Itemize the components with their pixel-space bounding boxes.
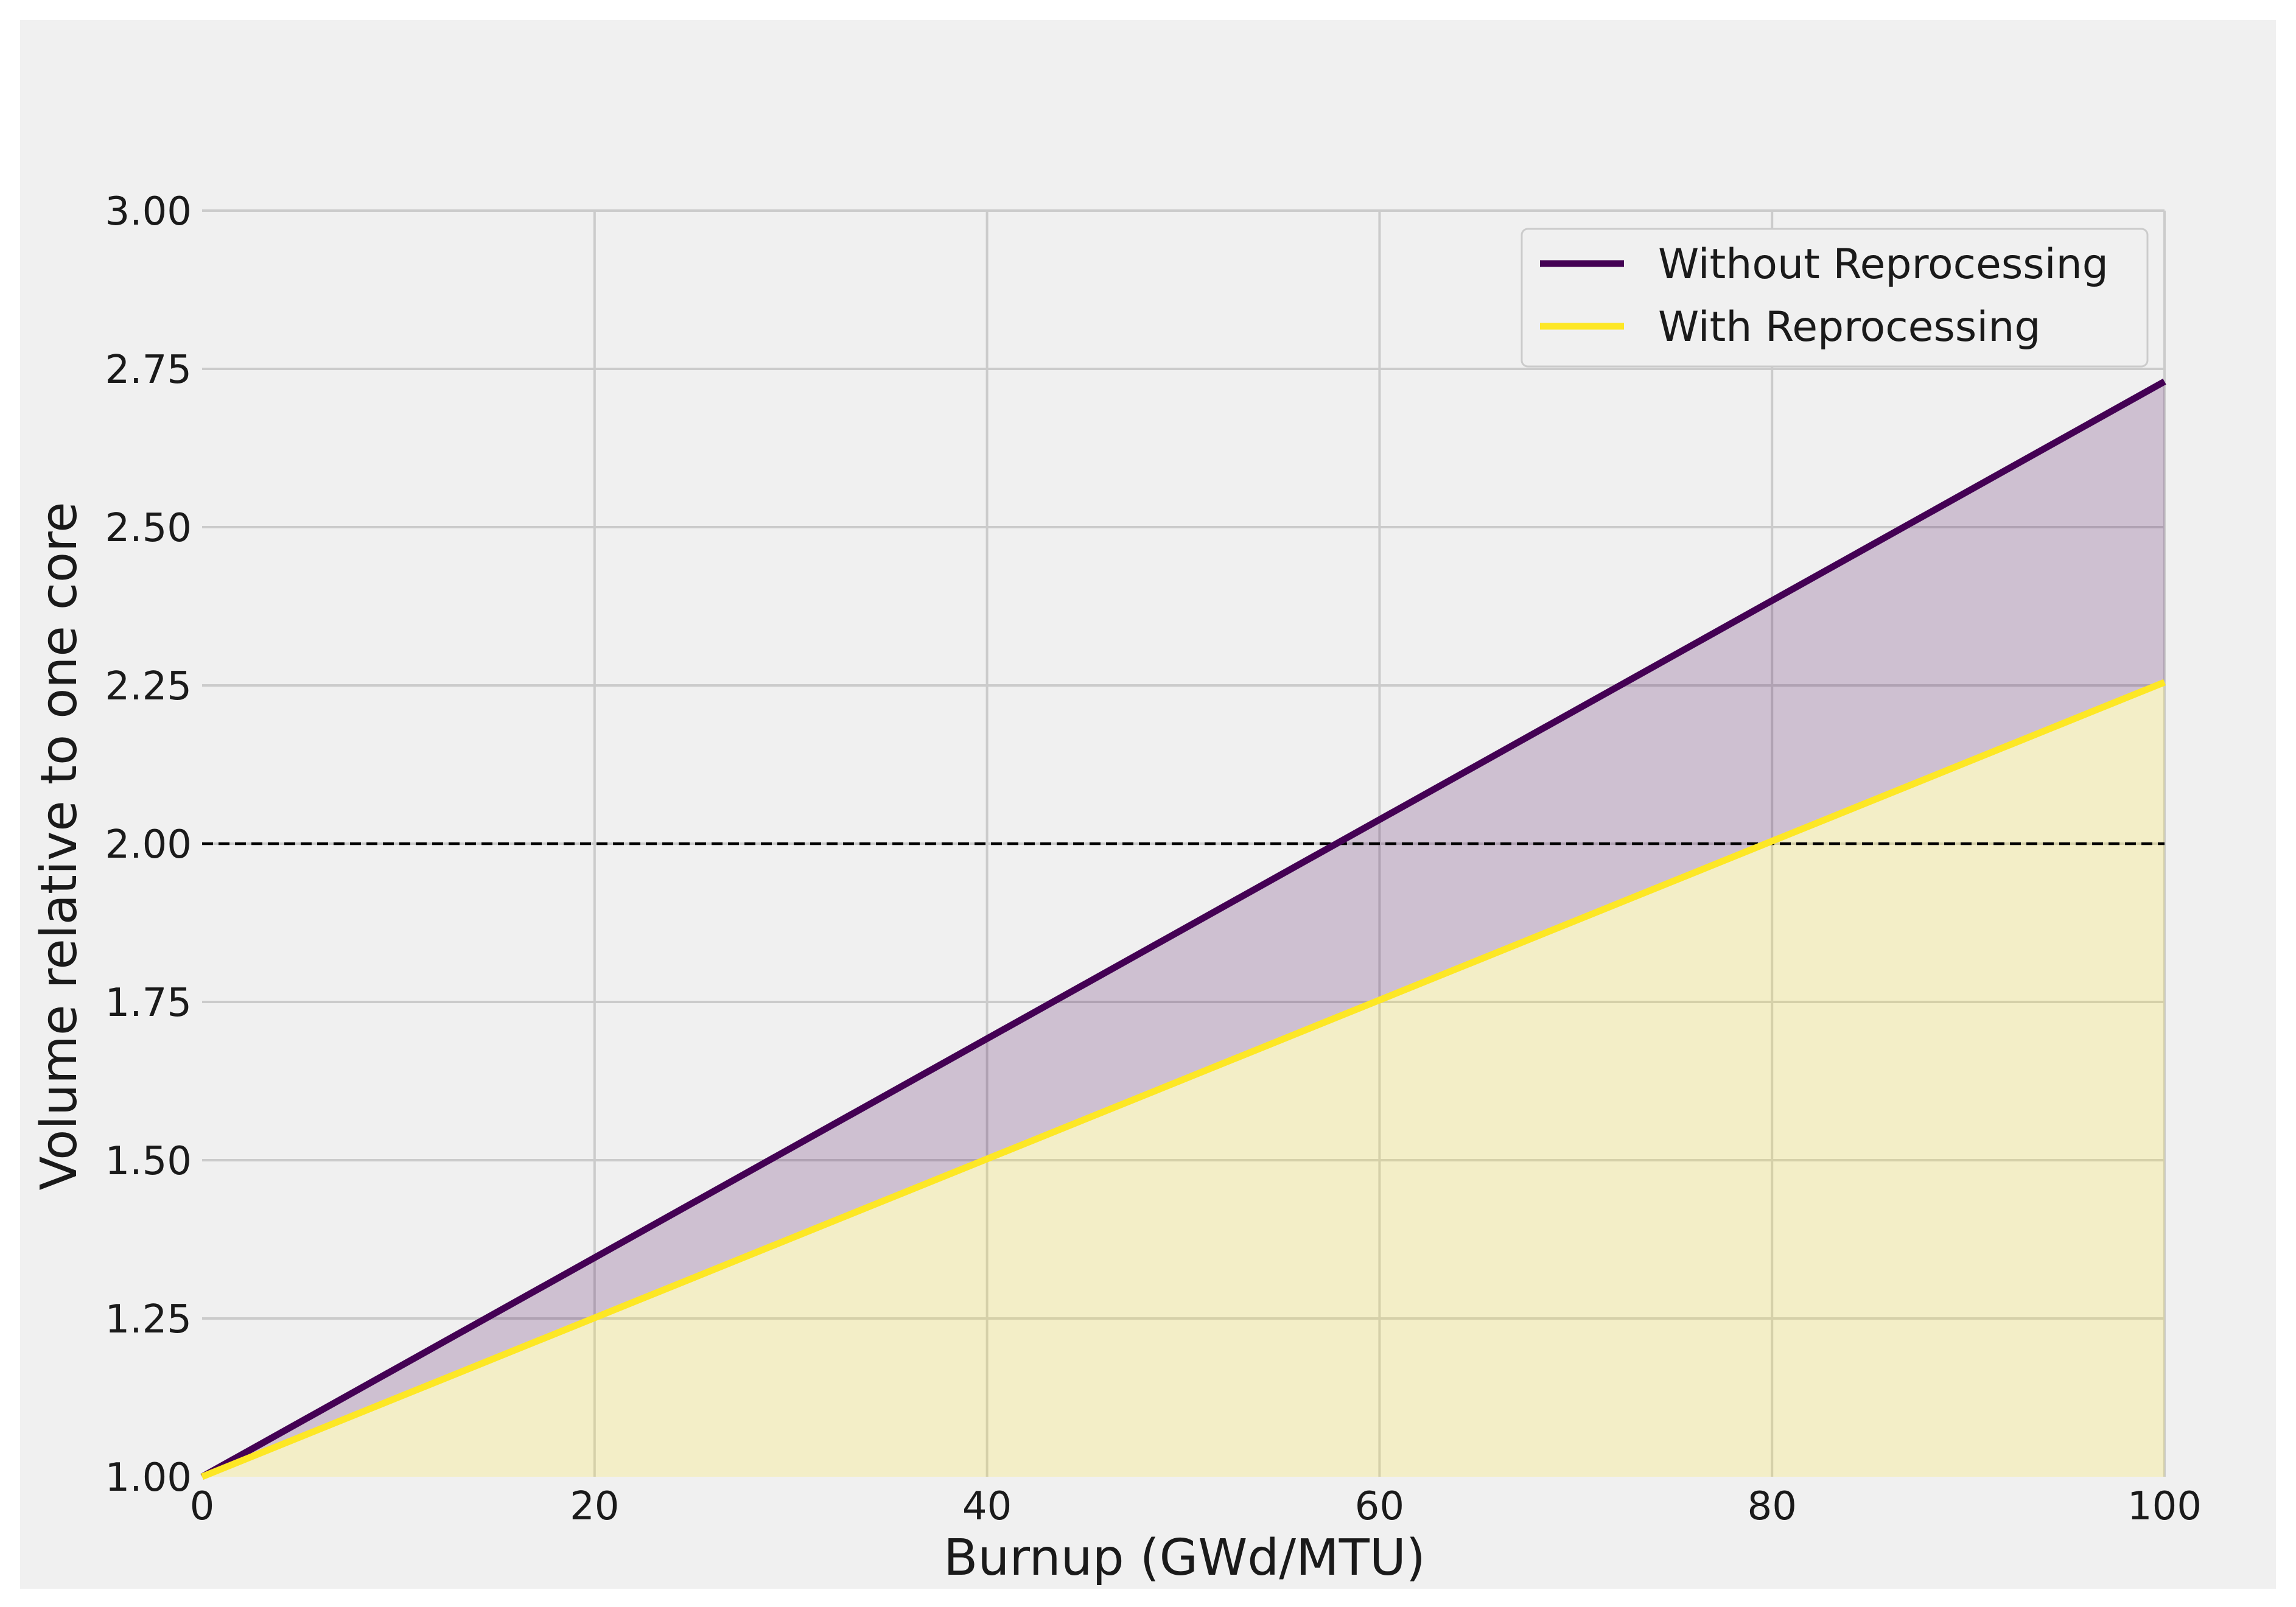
series-line-without-reprocessing — [200, 378, 2166, 1480]
y-tick-label: 1.75 — [105, 981, 192, 1026]
x-tick-label: 100 — [2127, 1484, 2202, 1529]
legend-label-with-reprocessing: With Reprocessing — [1658, 303, 2041, 351]
legend-label-without-reprocessing: Without Reprocessing — [1658, 240, 2109, 289]
y-tick-label: 1.00 — [105, 1455, 192, 1500]
y-tick-label: 2.25 — [105, 664, 192, 709]
series-line-with-reprocessing — [200, 679, 2166, 1480]
x-tick-label: 20 — [570, 1484, 619, 1529]
y-tick-label: 1.50 — [105, 1139, 192, 1184]
series-lines — [200, 378, 2166, 1480]
x-axis-label: Burnup (GWd/MTU) — [943, 1529, 1426, 1587]
grid — [202, 209, 2166, 1477]
legend-box — [1521, 228, 2149, 368]
y-tick-label: 2.50 — [105, 506, 192, 551]
y-axis-label: Volume relative to one core — [30, 502, 88, 1190]
y-tick-label: 2.75 — [105, 348, 192, 393]
x-tick-label: 0 — [190, 1484, 215, 1529]
y-tick-label: 3.00 — [105, 189, 192, 234]
y-tick-label: 1.25 — [105, 1297, 192, 1342]
y-tick-label: 2.00 — [105, 822, 192, 867]
y-axis-ticks: 1.00 1.25 1.50 1.75 2.00 2.25 2.50 2.75 3.00 — [105, 189, 192, 1500]
x-tick-label: 40 — [962, 1484, 1012, 1529]
x-tick-label: 80 — [1747, 1484, 1796, 1529]
legend: Without Reprocessing With Reprocessing — [1521, 228, 2149, 368]
x-axis-ticks: 0 20 40 60 80 100 — [190, 1484, 2202, 1529]
x-tick-label: 60 — [1355, 1484, 1404, 1529]
